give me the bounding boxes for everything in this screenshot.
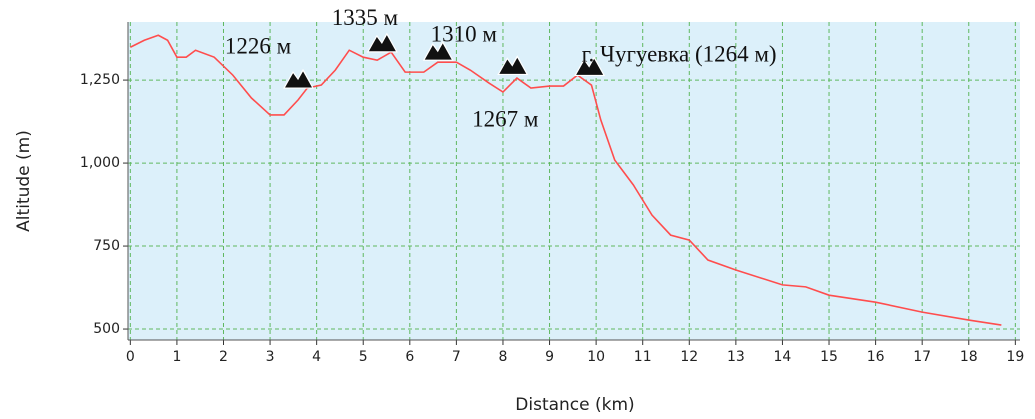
x-tick-label: 6: [405, 349, 414, 365]
x-tick-label: 9: [545, 349, 554, 365]
peak-snow: [590, 56, 598, 63]
peak-snow: [513, 55, 521, 62]
x-tick-label: 12: [680, 349, 698, 365]
peak-snow: [439, 41, 447, 48]
x-tick-label: 2: [219, 349, 228, 365]
x-tick-label: 19: [1006, 349, 1024, 365]
x-tick-label: 0: [126, 349, 135, 365]
x-tick-label: 17: [913, 349, 931, 365]
x-tick-label: 1: [172, 349, 181, 365]
annotation: 1335 м: [332, 5, 399, 30]
annotation: г. Чугуевка (1264 м): [582, 42, 777, 67]
y-axis-label: Altitude (m): [14, 130, 34, 232]
y-tick-label: 1,250: [80, 72, 120, 88]
peak-snow: [299, 68, 307, 76]
x-axis-label: Distance (km): [515, 395, 634, 415]
x-tick-label: 11: [634, 349, 652, 365]
x-tick-label: 7: [452, 349, 461, 365]
y-tick-label: 500: [93, 321, 120, 337]
x-tick-label: 15: [820, 349, 838, 365]
annotation: 1310 м: [431, 21, 498, 46]
plot-area: [128, 22, 1020, 340]
x-tick-label: 16: [867, 349, 885, 365]
y-tick-label: 1,000: [80, 155, 120, 171]
x-tick-label: 5: [359, 349, 368, 365]
peak-snow: [383, 32, 391, 40]
annotation: 1267 м: [472, 107, 539, 132]
x-tick-label: 4: [312, 349, 321, 365]
x-tick-label: 13: [727, 349, 745, 365]
x-tick-label: 8: [499, 349, 508, 365]
y-tick-label: 750: [93, 238, 120, 254]
annotation: 1226 м: [225, 33, 292, 58]
x-tick-label: 3: [266, 349, 275, 365]
altitude-line: [129, 34, 1002, 326]
x-tick-label: 18: [960, 349, 978, 365]
x-tick-label: 10: [587, 349, 605, 365]
x-tick-label: 14: [774, 349, 792, 365]
